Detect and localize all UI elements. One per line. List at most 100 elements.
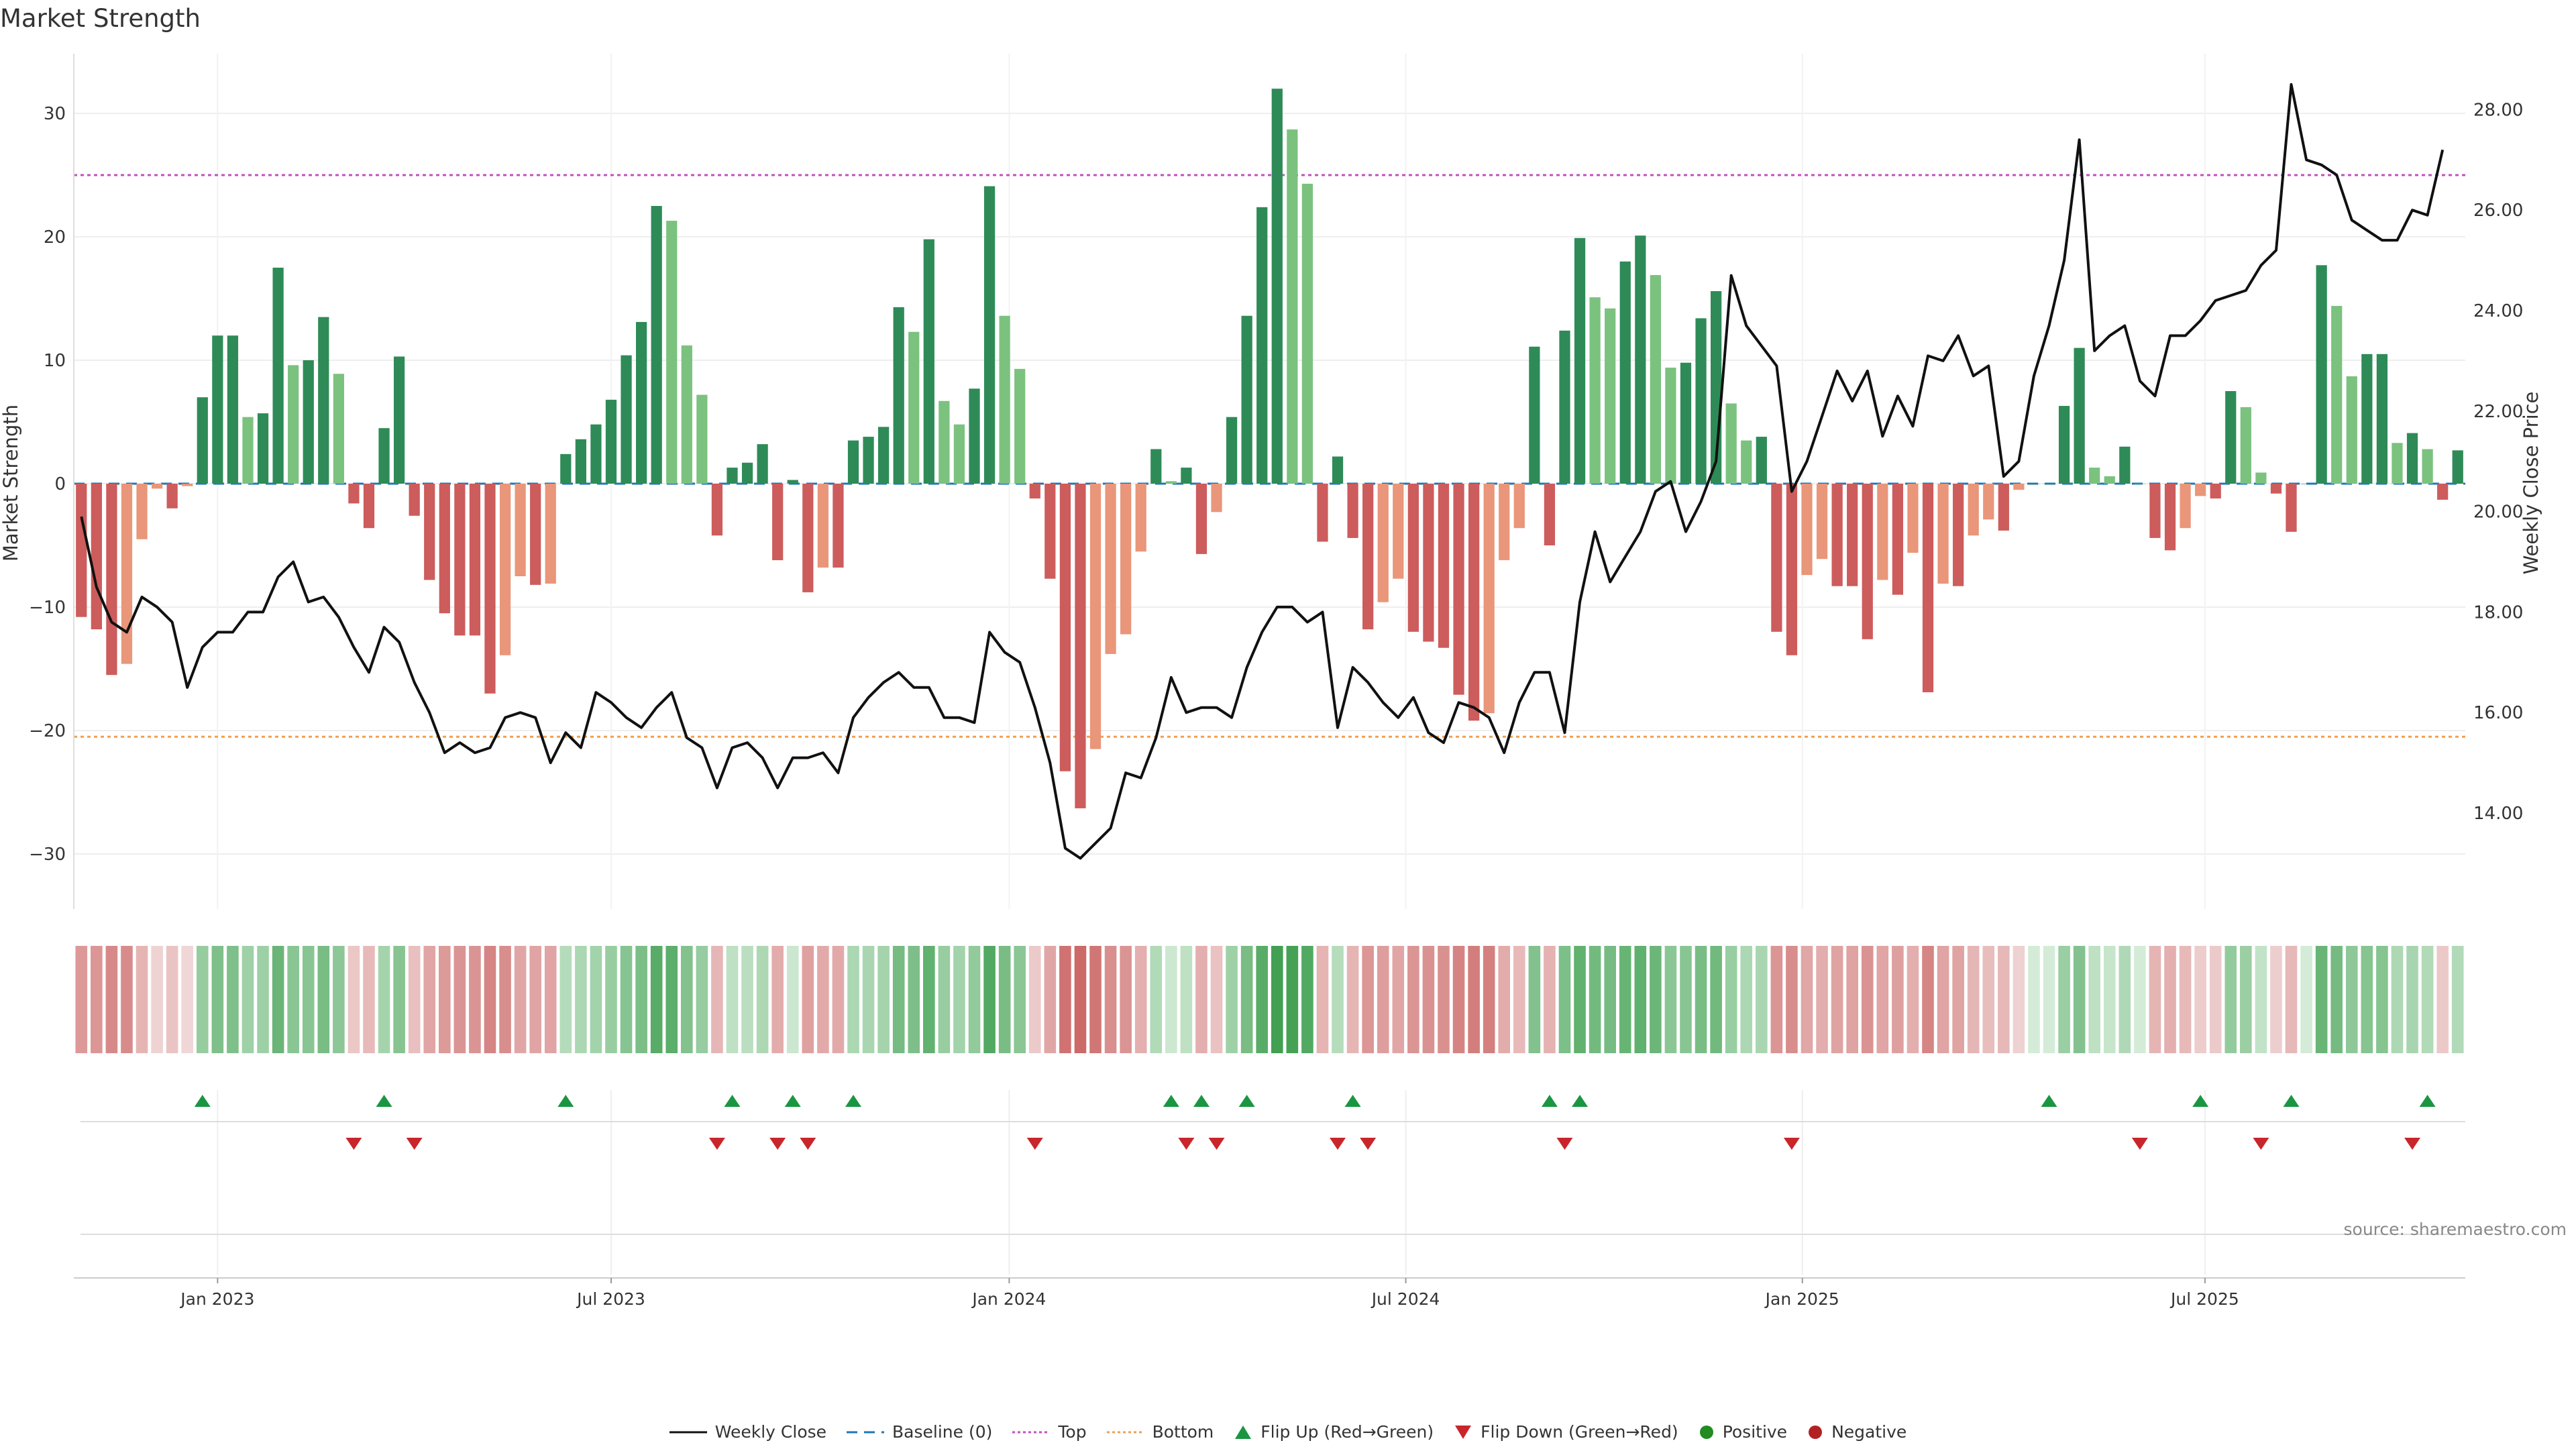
- heat-cell: [378, 946, 390, 1053]
- heat-cell: [2103, 946, 2116, 1053]
- strength-bar: [1786, 484, 1798, 655]
- strength-bar: [1468, 484, 1480, 721]
- strength-bar: [2361, 354, 2373, 484]
- heat-cell: [1998, 946, 2010, 1053]
- left-tick-label: −30: [29, 845, 66, 865]
- flip-up-marker: [557, 1095, 574, 1107]
- heat-cell: [2240, 946, 2252, 1053]
- strength-bar: [2164, 484, 2176, 551]
- heat-cell: [923, 946, 935, 1053]
- flip-up-marker: [376, 1095, 392, 1107]
- flip-down-marker: [406, 1138, 423, 1150]
- heat-cell: [696, 946, 708, 1053]
- strength-bar: [1165, 481, 1177, 484]
- flip-up-marker: [845, 1095, 862, 1107]
- left-tick-label: 10: [44, 351, 66, 371]
- right-tick-label: 28.00: [2473, 100, 2523, 120]
- heat-cell: [2451, 946, 2464, 1053]
- flip-down-marker: [1360, 1138, 1377, 1150]
- strength-bar: [833, 484, 844, 568]
- strength-bar: [999, 315, 1010, 484]
- flip-down-marker: [1026, 1138, 1043, 1150]
- flip-up-marker: [1238, 1095, 1255, 1107]
- heat-cell: [1725, 946, 1737, 1053]
- heat-cell: [2361, 946, 2373, 1053]
- strength-bar: [1059, 484, 1071, 771]
- strength-bar: [666, 221, 678, 484]
- heat-cell: [333, 946, 345, 1053]
- heat-cell: [2285, 946, 2298, 1053]
- flip-down-marker: [1783, 1138, 1800, 1150]
- strength-bar: [969, 388, 980, 484]
- right-tick-label: 14.00: [2473, 804, 2523, 824]
- strength-bar: [136, 484, 148, 539]
- heat-cell: [302, 946, 315, 1053]
- x-tick-label: Jul 2023: [576, 1289, 645, 1309]
- strength-bar: [1407, 484, 1419, 632]
- flip-down-marker: [800, 1138, 816, 1150]
- strength-bar: [847, 440, 859, 484]
- flip-down-marker: [345, 1138, 362, 1150]
- heat-cell: [2391, 946, 2404, 1053]
- heat-cell: [1937, 946, 1949, 1053]
- heat-cell: [1982, 946, 1995, 1053]
- weekly-close-line: [80, 83, 2445, 860]
- strength-bar: [696, 394, 708, 484]
- heat-cell: [1014, 946, 1026, 1053]
- strength-bar: [2437, 484, 2449, 500]
- strength-bar: [1029, 484, 1040, 499]
- left-axis-label: Market Strength: [0, 405, 22, 561]
- heat-cell: [2012, 946, 2025, 1053]
- heat-cell: [1120, 946, 1132, 1053]
- strength-bar: [863, 437, 874, 484]
- flip-up-marker: [2283, 1095, 2300, 1107]
- strength-bar: [348, 484, 360, 504]
- legend-label: Flip Down (Green→Red): [1481, 1422, 1678, 1442]
- heat-cell: [1634, 946, 1647, 1053]
- strength-bar: [938, 400, 950, 484]
- heat-cell: [151, 946, 163, 1053]
- heat-cell: [2421, 946, 2434, 1053]
- heat-cell: [832, 946, 845, 1053]
- heat-cell: [1876, 946, 1889, 1053]
- legend-label: Negative: [1831, 1422, 1907, 1442]
- heat-cell: [1104, 946, 1117, 1053]
- right-axis-label: Weekly Close Price: [2520, 392, 2542, 575]
- reference-lines: [74, 174, 2465, 738]
- heat-cell: [1846, 946, 1858, 1053]
- strength-bar: [166, 484, 178, 508]
- strength-bar: [575, 439, 586, 484]
- strength-bar: [1998, 484, 2009, 531]
- strength-bar: [2286, 484, 2297, 532]
- heat-cell: [105, 946, 118, 1053]
- strength-bar: [1983, 484, 1994, 520]
- heat-cell: [2058, 946, 2070, 1053]
- heat-cell: [998, 946, 1011, 1053]
- heat-cell: [2224, 946, 2237, 1053]
- strength-bar: [91, 484, 102, 630]
- strength-bar: [923, 239, 934, 484]
- circle-icon: [1809, 1425, 1823, 1439]
- heat-cell: [514, 946, 527, 1053]
- strength-bar: [1453, 484, 1464, 695]
- heat-cell: [1256, 946, 1269, 1053]
- strength-bar: [621, 355, 632, 484]
- heat-cell: [1468, 946, 1480, 1053]
- strength-bar: [1044, 484, 1056, 579]
- strength-bar: [1438, 484, 1450, 648]
- strength-bar: [1862, 484, 1873, 639]
- strength-bar: [515, 484, 526, 576]
- heat-cell: [196, 946, 209, 1053]
- heat-cell: [1210, 946, 1223, 1053]
- flip-down-marker: [1178, 1138, 1195, 1150]
- x-axis: Jan 2023 Jul 2023 Jan 2024 Jul 2024 Jan 2025…: [74, 1277, 2465, 1309]
- heat-cell: [181, 946, 194, 1053]
- heat-cell: [136, 946, 148, 1053]
- strength-bar: [2195, 484, 2206, 496]
- heat-cell: [1226, 946, 1238, 1053]
- left-tick-label: −10: [29, 598, 66, 618]
- strength-bar: [1377, 484, 1389, 602]
- heat-cell: [2118, 946, 2131, 1053]
- x-tick-label: Jan 2025: [1764, 1289, 1839, 1309]
- heat-cell: [590, 946, 602, 1053]
